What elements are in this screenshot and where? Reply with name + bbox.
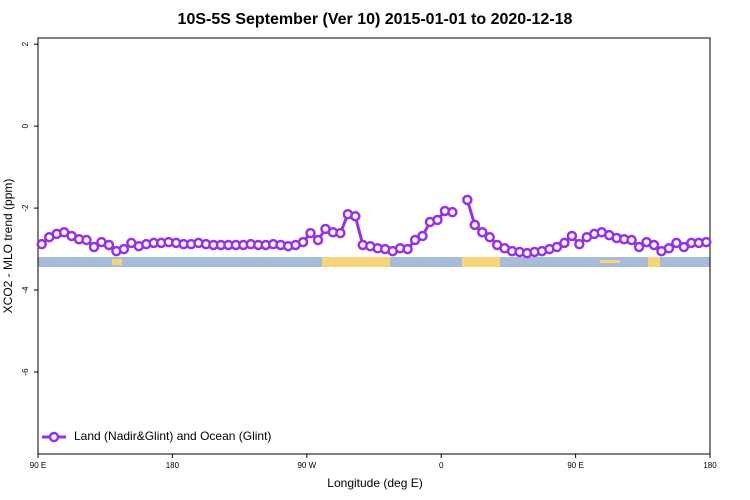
data-point — [335, 227, 346, 239]
data-point — [447, 206, 458, 218]
y-tick-label: 0 — [21, 123, 30, 128]
data-point — [462, 194, 473, 206]
data-point — [678, 241, 690, 253]
data-point — [633, 241, 645, 253]
data-point — [81, 234, 92, 246]
data-point — [566, 230, 578, 242]
legend: Land (Nadir&Glint) and Ocean (Glint) — [42, 429, 271, 443]
data-point — [559, 237, 570, 249]
data-point — [88, 241, 100, 253]
data-point — [417, 230, 428, 242]
data-point — [551, 241, 563, 253]
legend-marker — [48, 431, 60, 443]
data-point — [297, 236, 309, 248]
data-point — [402, 243, 413, 255]
data-point — [663, 243, 675, 254]
data-point — [36, 238, 47, 250]
data-point — [409, 234, 421, 246]
data-point — [477, 227, 488, 238]
data-point — [648, 239, 660, 251]
data-point — [671, 237, 682, 249]
x-tick-label: 0 — [439, 461, 444, 470]
x-tick-label: 180 — [703, 461, 717, 470]
x-axis-label: Longitude (deg E) — [327, 476, 422, 490]
data-point — [574, 238, 585, 250]
x-tick-label: 90 E — [567, 461, 583, 470]
data-point — [484, 231, 495, 243]
data-point — [118, 243, 130, 255]
chart-title: 10S-5S September (Ver 10) 2015-01-01 to … — [178, 11, 573, 28]
data-point — [103, 239, 115, 251]
data-point — [350, 211, 361, 222]
y-tick-label: 2 — [21, 41, 30, 46]
land-ocean-strip — [38, 257, 710, 267]
legend-label: Land (Nadir&Glint) and Ocean (Glint) — [74, 429, 271, 443]
data-point — [312, 234, 324, 246]
data-point — [305, 227, 316, 239]
x-tick-label: 180 — [166, 461, 180, 470]
data-point — [626, 234, 637, 246]
data-point — [469, 219, 481, 231]
x-tick-label: 90 E — [30, 461, 46, 470]
y-tick-label: -4 — [21, 286, 30, 294]
data-point — [701, 236, 712, 248]
data-point — [432, 214, 443, 226]
y-tick-label: -2 — [21, 204, 30, 212]
y-tick-label: -6 — [21, 368, 30, 376]
x-tick-label: 90 W — [297, 461, 316, 470]
y-axis-label: XCO2 - MLO trend (ppm) — [1, 179, 15, 314]
